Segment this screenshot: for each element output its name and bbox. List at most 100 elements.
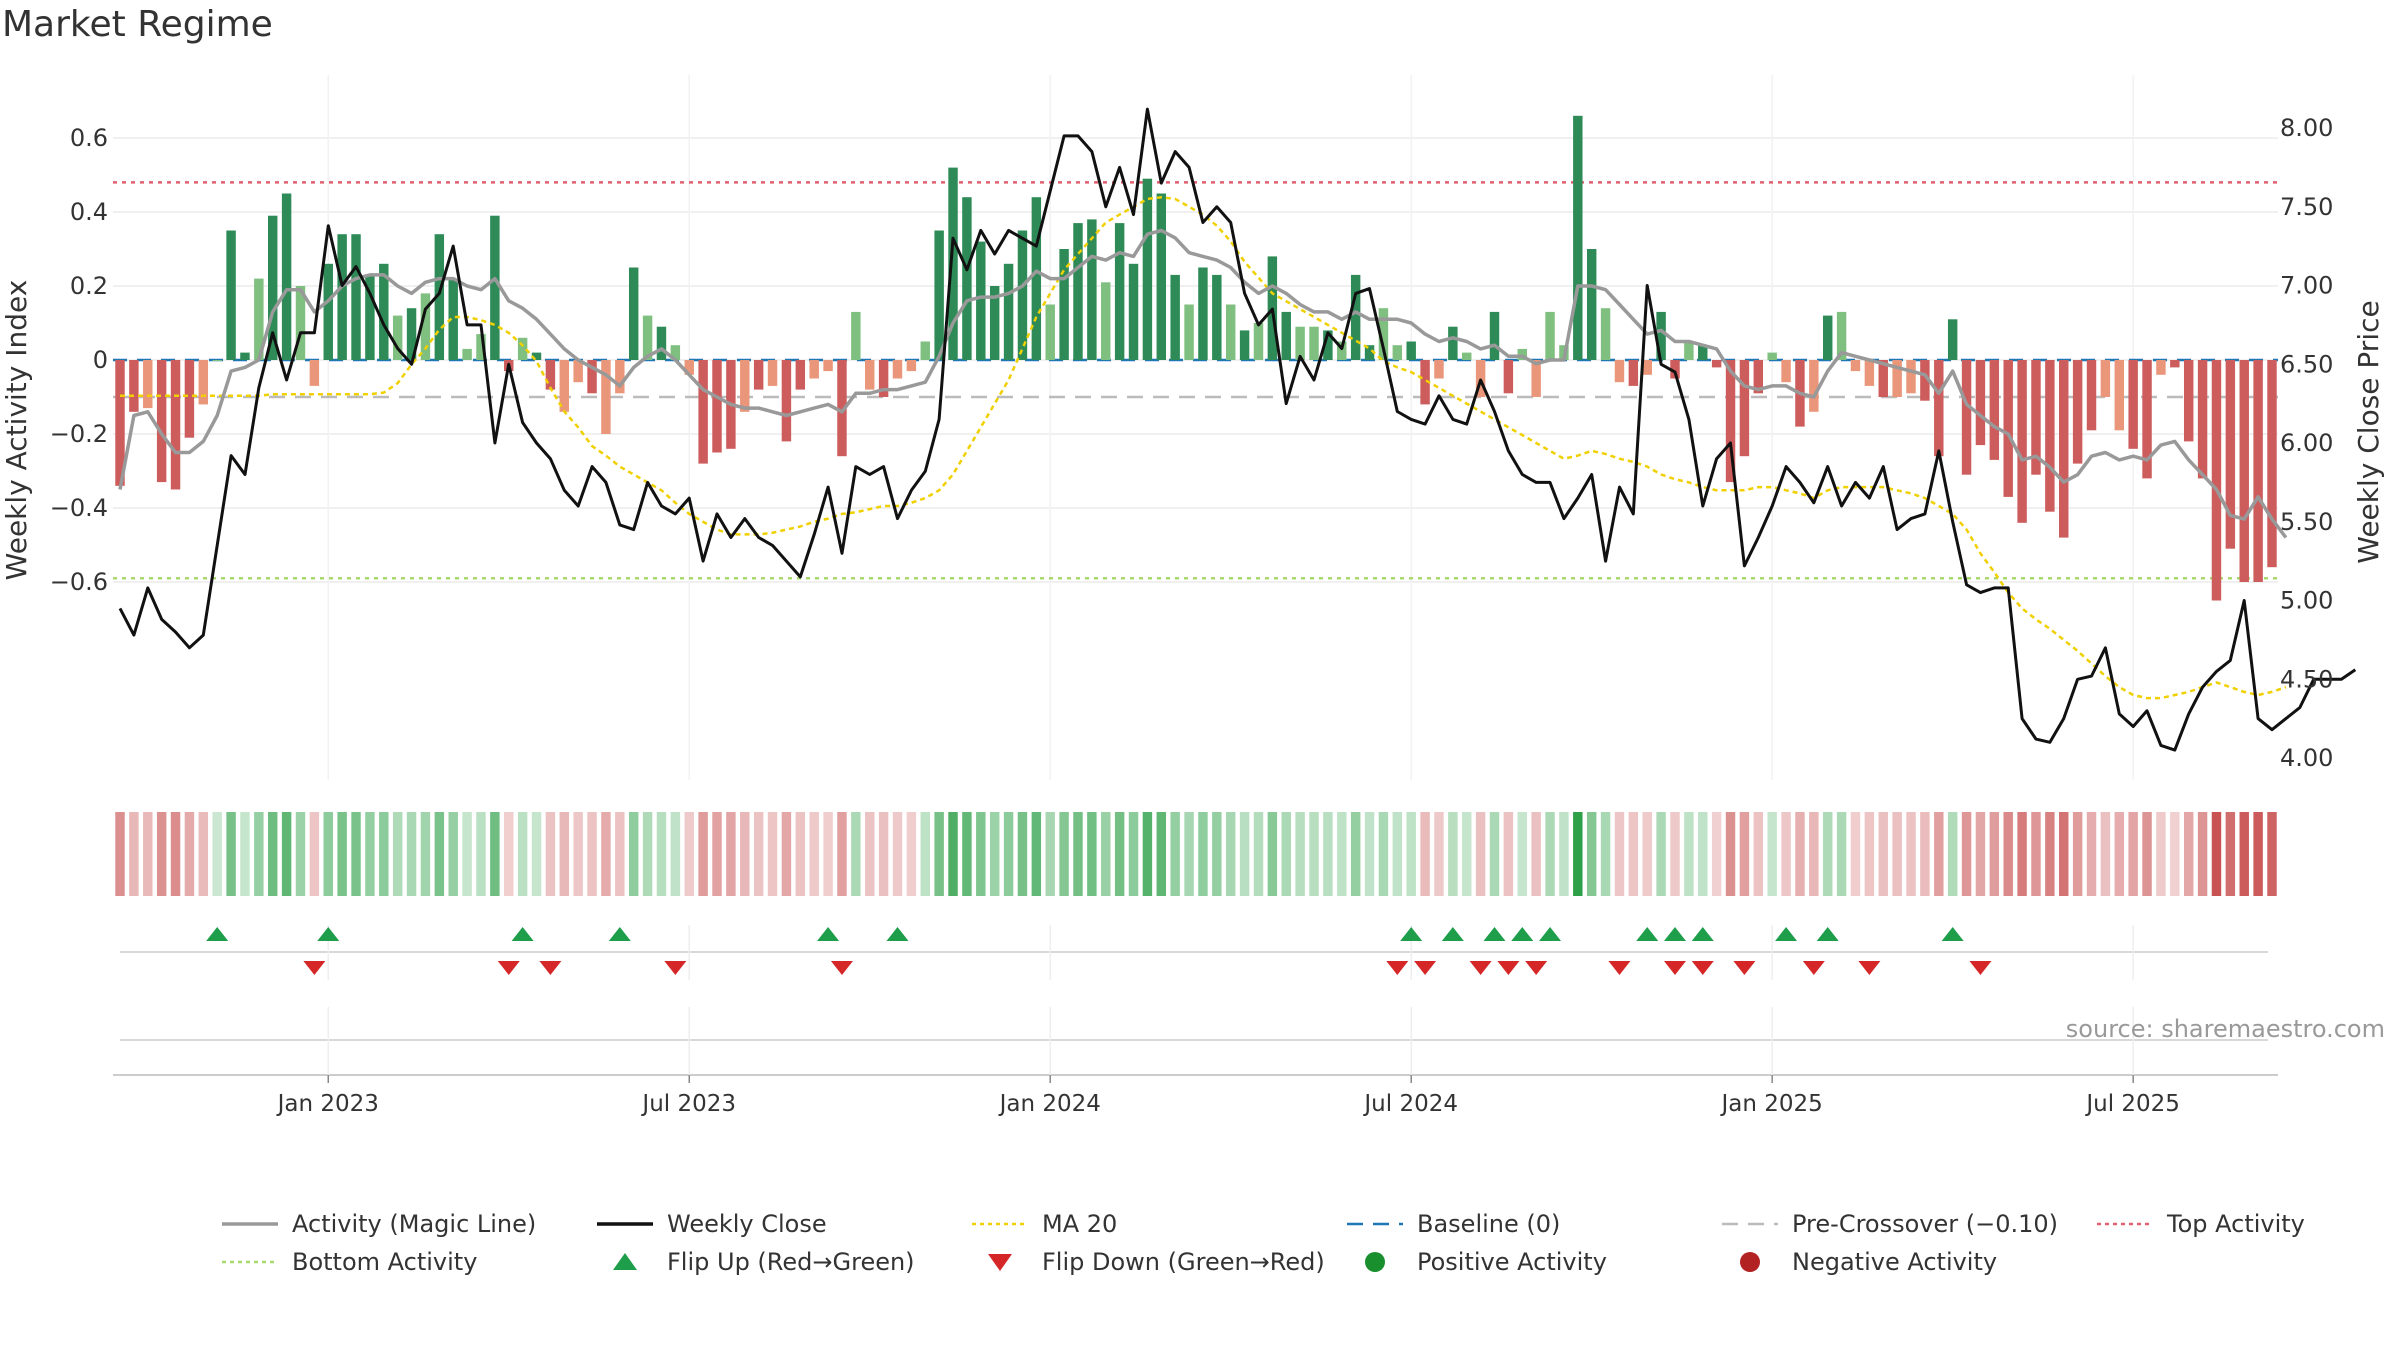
regime-cell (1087, 812, 1097, 896)
regime-cell (309, 812, 320, 896)
regime-cell (476, 812, 486, 896)
flip-up-marker (206, 927, 229, 941)
legend-label: Weekly Close (667, 1210, 827, 1238)
regime-cell (1295, 812, 1305, 896)
activity-bar (2239, 360, 2249, 582)
regime-cell (1059, 812, 1069, 896)
flip-down-marker (1608, 961, 1631, 975)
regime-cell (1489, 812, 1500, 896)
activity-bar (1600, 308, 1611, 360)
activity-bar (1364, 345, 1375, 360)
activity-bar (1767, 352, 1777, 360)
regime-cell (1267, 812, 1278, 896)
regime-cell (1545, 812, 1555, 896)
activity-bar (156, 360, 167, 483)
regime-cell (226, 812, 236, 896)
activity-bar (115, 360, 125, 486)
activity-bar (809, 360, 819, 379)
right-tick-label: 4.00 (2280, 744, 2333, 772)
legend: Activity (Magic Line) Weekly Close MA 20 Ba… (222, 1210, 2305, 1276)
regime-cell (1114, 812, 1125, 896)
activity-bar (837, 360, 847, 457)
regime-cell (2267, 812, 2277, 896)
regime-cell (1684, 812, 1694, 896)
ma20-line (120, 196, 2287, 700)
regime-cell (809, 812, 819, 896)
activity-bar (851, 311, 861, 360)
right-tick-label: 7.00 (2280, 272, 2333, 300)
regime-cell (1628, 812, 1639, 896)
right-tick-label: 7.50 (2280, 193, 2333, 221)
regime-cell (504, 812, 514, 896)
regime-cell (129, 812, 139, 896)
activity-bar (767, 360, 778, 386)
right-tick-label: 6.00 (2280, 429, 2333, 457)
activity-bar (1725, 360, 1736, 483)
activity-bar (2128, 360, 2138, 449)
regime-cell (1323, 812, 1333, 896)
activity-bar (1947, 319, 1958, 360)
regime-cell (170, 812, 181, 896)
regime-cell (1420, 812, 1430, 896)
activity-bar (1073, 223, 1083, 360)
regime-cell (1753, 812, 1764, 896)
regime-cell (1184, 812, 1194, 896)
activity-bar (920, 341, 930, 360)
activity-bar (1142, 178, 1153, 360)
legend-entry: MA 20 (972, 1210, 1117, 1238)
regime-cell (1600, 812, 1611, 896)
regime-cell (1850, 812, 1861, 896)
activity-bar (2031, 360, 2041, 475)
regime-cell (254, 812, 264, 896)
legend-entry: Activity (Magic Line) (222, 1210, 536, 1238)
activity-bar (2225, 360, 2236, 549)
activity-bar (878, 360, 889, 397)
regime-cell (962, 812, 972, 896)
regime-cell (767, 812, 778, 896)
activity-bar (323, 263, 333, 360)
activity-bar (1850, 360, 1861, 372)
regime-cell (1378, 812, 1389, 896)
activity-bar (1128, 263, 1139, 360)
grid-lines (113, 75, 2278, 780)
legend-entry: Flip Down (Green→Red) (988, 1248, 1325, 1276)
x-tick-label: Jan 2024 (998, 1091, 1101, 1117)
activity-bar (1225, 304, 1236, 360)
legend-label: Baseline (0) (1417, 1210, 1560, 1238)
legend-entry: Top Activity (2097, 1210, 2305, 1238)
activity-bar (281, 193, 292, 360)
activity-bar (865, 360, 875, 390)
activity-bar (906, 360, 917, 372)
left-tick-label: 0.4 (70, 198, 108, 226)
left-tick-label: 0 (93, 346, 108, 374)
activity-bar (1975, 360, 1986, 446)
activity-bar (129, 360, 139, 412)
left-tick-label: 0.2 (70, 272, 108, 300)
legend-label: Top Activity (2166, 1210, 2305, 1238)
flip-down-marker (539, 961, 562, 975)
left-tick-label: −0.4 (50, 494, 108, 522)
regime-cell (434, 812, 445, 896)
regime-cell (1878, 812, 1888, 896)
regime-cell (1947, 812, 1958, 896)
regime-cell (1073, 812, 1083, 896)
activity-bar (2211, 360, 2222, 601)
regime-cell (1711, 812, 1722, 896)
regime-cell (1281, 812, 1291, 896)
activity-bar (1434, 360, 1444, 379)
activity-bar (254, 278, 264, 360)
activity-bar (1739, 360, 1750, 457)
regime-cell (1128, 812, 1139, 896)
activity-bar (684, 360, 694, 375)
legend-swatch (988, 1254, 1012, 1271)
regime-cell (1934, 812, 1944, 896)
regime-cell (851, 812, 861, 896)
regime-cell (1822, 812, 1833, 896)
activity-bar (1781, 360, 1791, 383)
regime-cell (948, 812, 958, 896)
regime-cell (2170, 812, 2180, 896)
regime-cell (823, 812, 833, 896)
activity-bar (420, 293, 431, 360)
regime-cell (1586, 812, 1597, 896)
x-axis: Jan 2023 Jul 2023 Jan 2024 Jul 2024 Jan 2025… (113, 1007, 2278, 1117)
